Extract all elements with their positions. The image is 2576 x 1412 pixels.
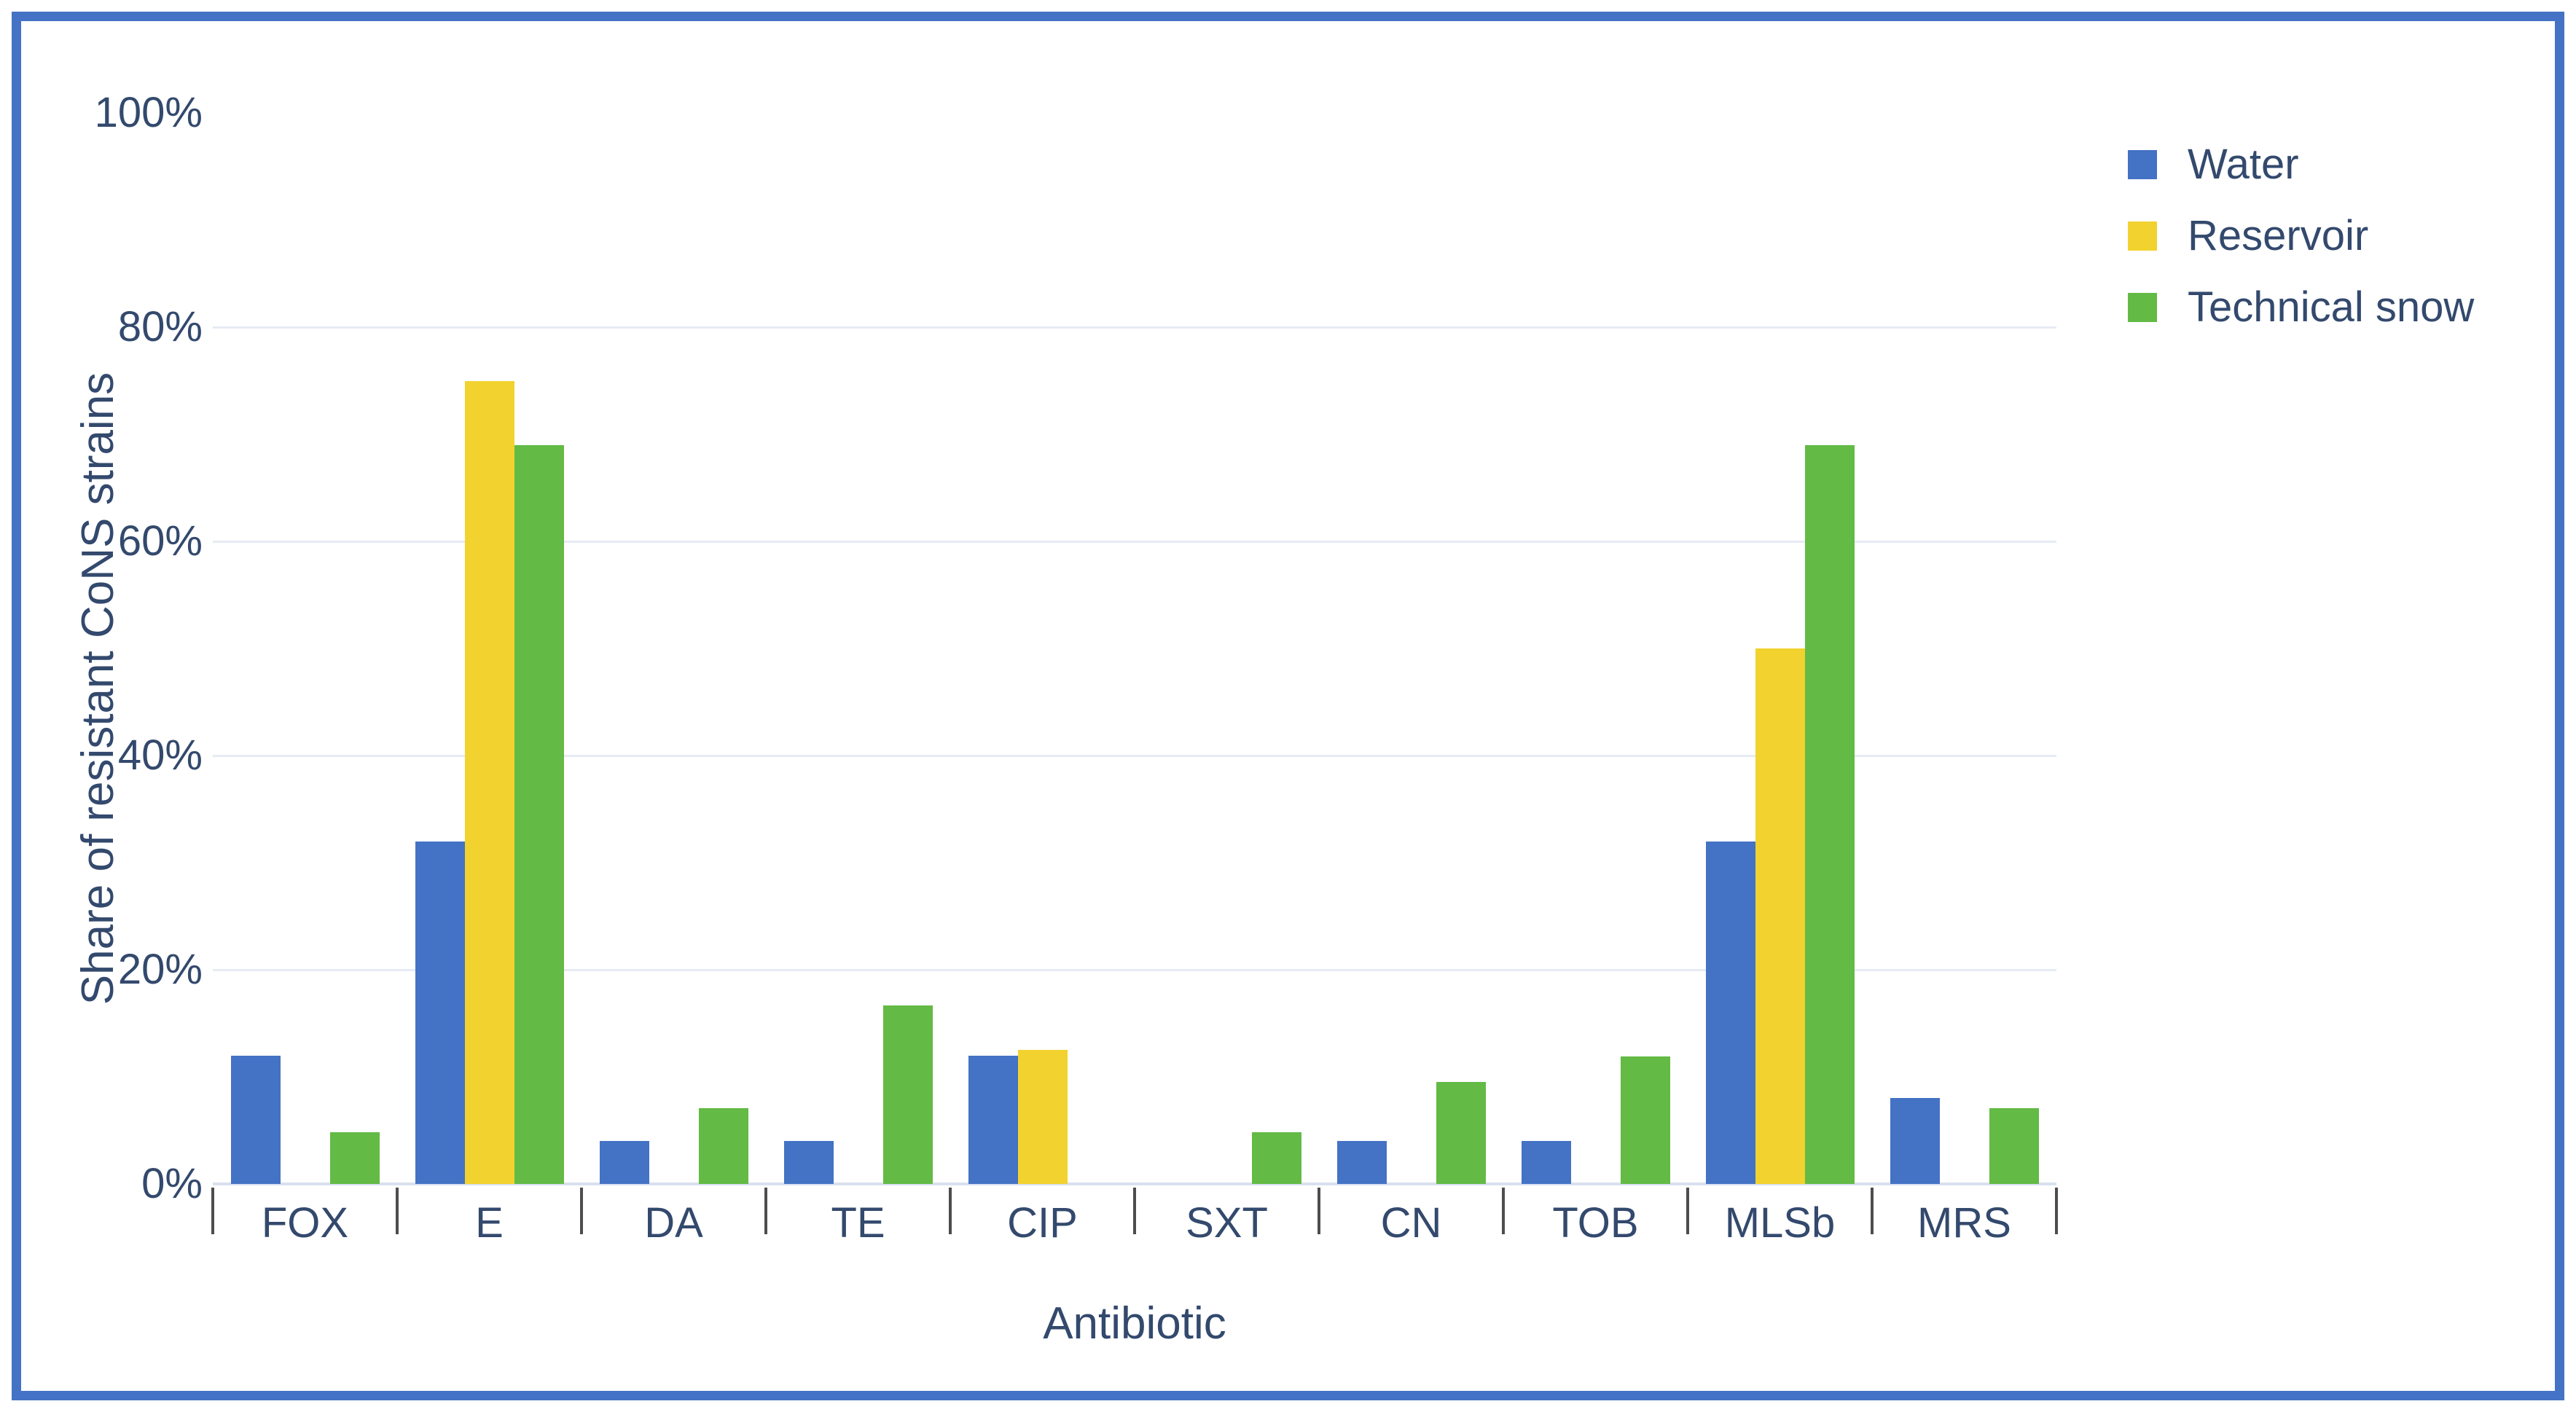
legend-label: Reservoir bbox=[2188, 212, 2369, 259]
y-tick-label: 20% bbox=[117, 946, 203, 993]
x-tick-label: CIP bbox=[1007, 1199, 1078, 1247]
x-tick-label: TE bbox=[831, 1199, 885, 1247]
legend-label: Technical snow bbox=[2188, 283, 2475, 331]
x-tick-mark bbox=[396, 1188, 399, 1234]
bar-water-CN bbox=[1336, 1141, 1387, 1184]
gridline bbox=[213, 326, 2056, 329]
y-tick-label: 0% bbox=[141, 1160, 203, 1207]
x-tick-label: SXT bbox=[1186, 1199, 1268, 1247]
bar-technical-snow-DA bbox=[698, 1107, 748, 1184]
x-tick-label: DA bbox=[644, 1199, 703, 1247]
y-tick-label: 40% bbox=[117, 732, 203, 779]
bar-water-MLSb bbox=[1705, 841, 1755, 1184]
x-tick-label: MRS bbox=[1917, 1199, 2011, 1247]
bar-technical-snow-MRS bbox=[1989, 1107, 2039, 1184]
gridline bbox=[213, 969, 2056, 971]
bar-water-TOB bbox=[1521, 1141, 1571, 1184]
x-axis-title: Antibiotic bbox=[1043, 1298, 1226, 1349]
y-tick-label: 80% bbox=[117, 303, 203, 350]
x-tick-mark bbox=[1133, 1188, 1136, 1234]
x-tick-mark bbox=[1502, 1188, 1505, 1234]
x-tick-label: FOX bbox=[261, 1199, 349, 1247]
x-tick-label: CN bbox=[1380, 1199, 1442, 1247]
bar-water-MRS bbox=[1890, 1098, 1940, 1184]
x-tick-mark bbox=[211, 1188, 214, 1234]
bar-technical-snow-CN bbox=[1436, 1082, 1486, 1184]
bar-technical-snow-SXT bbox=[1251, 1132, 1301, 1184]
bar-technical-snow-TOB bbox=[1620, 1056, 1670, 1184]
legend-swatch bbox=[2128, 221, 2157, 251]
legend-swatch bbox=[2128, 150, 2157, 179]
x-tick-label: TOB bbox=[1552, 1199, 1639, 1247]
y-tick-label: 60% bbox=[117, 517, 203, 565]
x-tick-mark bbox=[764, 1188, 767, 1234]
x-tick-mark bbox=[2055, 1188, 2058, 1234]
legend-item-technical-snow: Technical snow bbox=[2128, 286, 2474, 329]
x-tick-label: E bbox=[475, 1199, 504, 1247]
bar-water-TE bbox=[783, 1141, 834, 1184]
x-axis-line bbox=[213, 1182, 2056, 1185]
bar-water-CIP bbox=[968, 1055, 1018, 1184]
x-tick-label: MLSb bbox=[1724, 1199, 1836, 1247]
bar-reservoir-CIP bbox=[1017, 1050, 1068, 1184]
x-tick-mark bbox=[1686, 1188, 1689, 1234]
bar-technical-snow-E bbox=[514, 444, 564, 1184]
legend-label: Water bbox=[2188, 141, 2299, 188]
bar-technical-snow-FOX bbox=[329, 1132, 380, 1184]
bar-water-E bbox=[415, 841, 465, 1184]
bar-water-DA bbox=[599, 1141, 649, 1184]
x-tick-mark bbox=[580, 1188, 583, 1234]
y-tick-label: 100% bbox=[94, 89, 203, 136]
x-tick-mark bbox=[1871, 1188, 1874, 1234]
x-tick-mark bbox=[1318, 1188, 1320, 1234]
x-tick-mark bbox=[949, 1188, 952, 1234]
gridline bbox=[213, 541, 2056, 543]
legend-item-reservoir: Reservoir bbox=[2128, 214, 2368, 258]
gridline bbox=[213, 755, 2056, 757]
bar-technical-snow-MLSb bbox=[1804, 444, 1855, 1184]
bar-reservoir-E bbox=[464, 380, 514, 1184]
legend-swatch bbox=[2128, 293, 2157, 322]
bar-technical-snow-TE bbox=[882, 1005, 933, 1184]
bar-water-FOX bbox=[230, 1055, 281, 1184]
bar-reservoir-MLSb bbox=[1755, 648, 1805, 1184]
legend-item-water: Water bbox=[2128, 143, 2299, 187]
